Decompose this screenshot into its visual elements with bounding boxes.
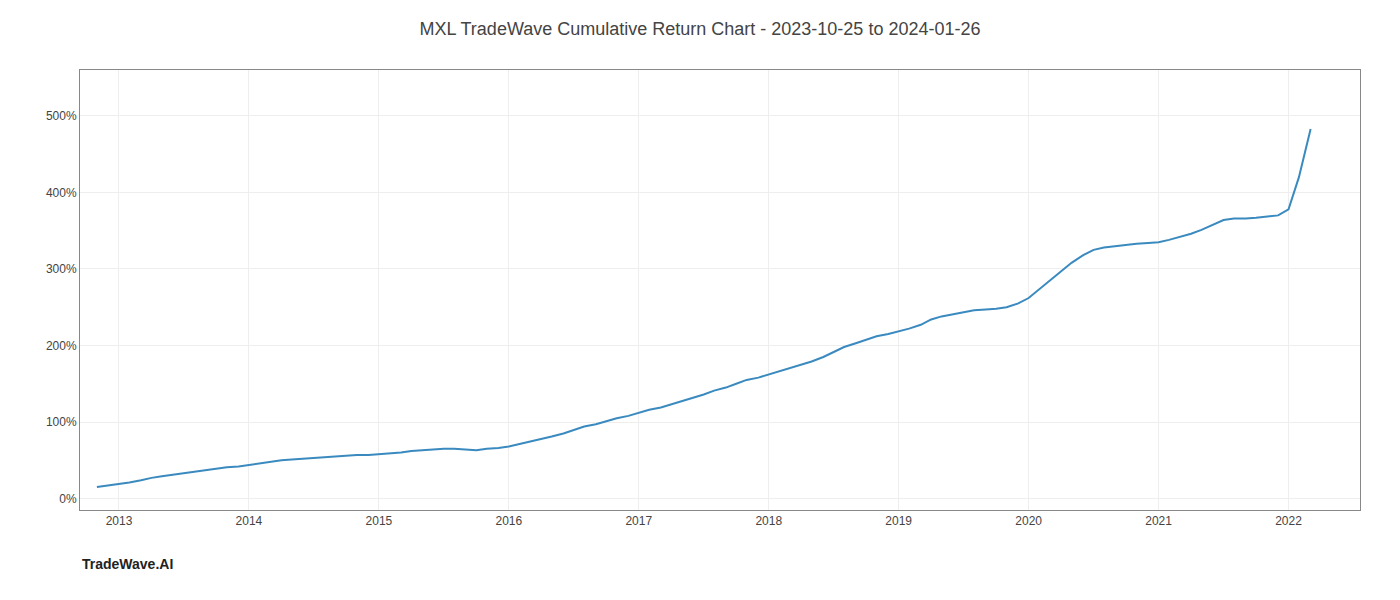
svg-text:2014: 2014 [236,514,263,528]
svg-text:100%: 100% [46,415,77,429]
svg-text:2019: 2019 [885,514,912,528]
svg-text:TradeWave.AI: TradeWave.AI [82,556,173,572]
svg-text:2013: 2013 [106,514,133,528]
svg-text:2017: 2017 [625,514,652,528]
svg-text:500%: 500% [46,109,77,123]
svg-text:2020: 2020 [1015,514,1042,528]
svg-text:2015: 2015 [366,514,393,528]
svg-text:2021: 2021 [1145,514,1172,528]
svg-text:2018: 2018 [755,514,782,528]
svg-text:2022: 2022 [1275,514,1302,528]
svg-text:0%: 0% [59,492,77,506]
svg-text:MXL TradeWave Cumulative Retur: MXL TradeWave Cumulative Return Chart - … [420,19,981,39]
svg-text:2016: 2016 [495,514,522,528]
svg-text:300%: 300% [46,262,77,276]
svg-text:400%: 400% [46,186,77,200]
svg-text:200%: 200% [46,339,77,353]
